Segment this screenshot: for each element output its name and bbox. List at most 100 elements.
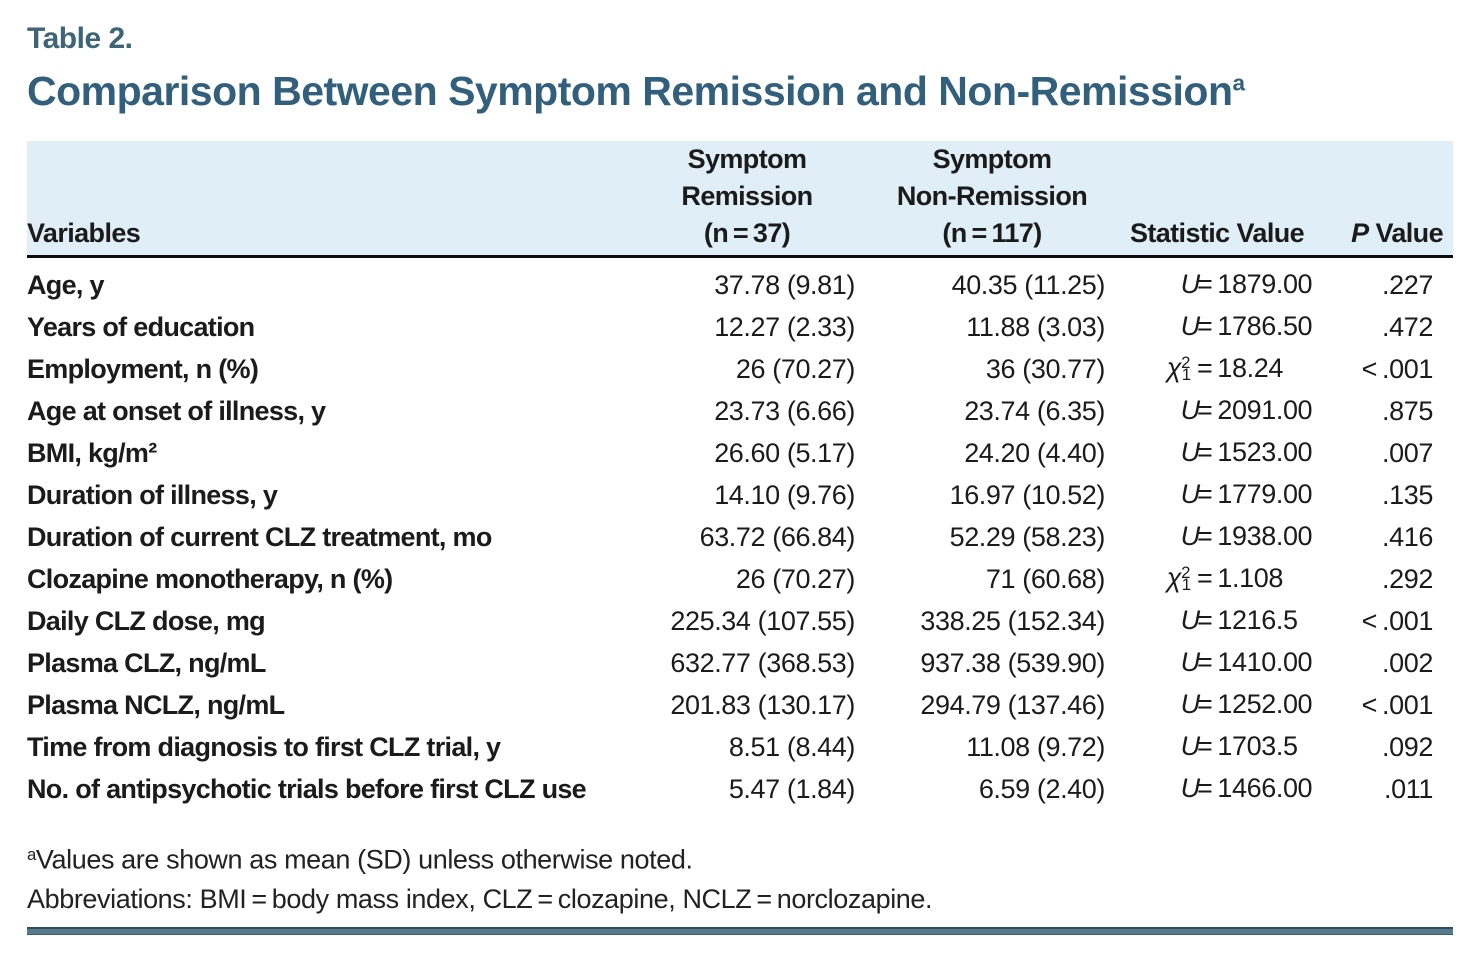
statistic-symbol: U (1180, 479, 1201, 510)
statistic-symbol: U (1180, 395, 1201, 426)
remission-value-cell: 26.60 (5.17) (714, 438, 855, 469)
row-variable-label: No. of antipsychotic trials before first… (27, 774, 587, 805)
non-remission-value-cell: 52.29 (58.23) (949, 522, 1106, 553)
row-variable-label: Clozapine monotherapy, n (%) (27, 564, 393, 595)
statistic-symbol: U (1180, 311, 1201, 342)
statistic-number: = 2091.00 (1197, 395, 1313, 426)
remission-value-cell: 5.47 (1.84) (728, 774, 856, 805)
row-variable-label: Age at onset of illness, y (27, 396, 326, 427)
footnote-values-note: aValues are shown as mean (SD) unless ot… (27, 835, 1453, 879)
table-header-row: Variables Symptom Remission (n = 37) Sym… (27, 141, 1453, 258)
statistic-symbol: U (1180, 731, 1201, 762)
column-header-variables: Variables (27, 218, 141, 248)
statistic-number: = 1938.00 (1197, 521, 1313, 552)
p-value-header-italic-p: P (1351, 218, 1369, 248)
statistic-symbol: U (1180, 689, 1201, 720)
non-remission-value-cell: 36 (30.77) (985, 354, 1105, 385)
row-variable-label: Age, y (27, 270, 105, 301)
table-row: Clozapine monotherapy, n (%) 26 (70.27) … (27, 552, 1453, 594)
p-value-cell: < .001 (1361, 354, 1434, 385)
non-remission-value-cell: 937.38 (539.90) (920, 648, 1105, 679)
statistic-value-cell: U = 1786.50 (1117, 300, 1317, 354)
statistic-number: = 1879.00 (1197, 269, 1313, 300)
p-value-cell: .292 (1382, 564, 1433, 595)
non-remission-value-cell: 24.20 (4.40) (964, 438, 1105, 469)
statistic-value-cell: U = 1703.5 (1117, 720, 1317, 774)
table-title-footnote-marker: a (1232, 70, 1245, 96)
footnote-abbreviations: Abbreviations: BMI = body mass index, CL… (27, 884, 933, 915)
statistic-value-cell: χ21 = 1.108 (1117, 552, 1317, 606)
statistic-value-cell: U = 1879.00 (1117, 258, 1317, 312)
non-remission-value-cell: 338.25 (152.34) (920, 606, 1105, 637)
statistic-value-cell: U = 1216.5 (1117, 594, 1317, 648)
column-header-p-value: P Value (1317, 215, 1453, 259)
remission-value-cell: 63.72 (66.84) (699, 522, 856, 553)
statistic-number: = 1216.5 (1197, 605, 1298, 636)
statistic-symbol: U (1180, 521, 1201, 552)
column-header-statistic-value: Statistic Value (1129, 218, 1305, 248)
statistic-number: = 1703.5 (1197, 731, 1298, 762)
row-variable-label: Time from diagnosis to first CLZ trial, … (27, 732, 501, 763)
statistic-number: = 1786.50 (1197, 311, 1313, 342)
table-row: Employment, n (%) 26 (70.27) 36 (30.77) … (27, 342, 1453, 384)
remission-value-cell: 26 (70.27) (735, 354, 855, 385)
remission-value-cell: 201.83 (130.17) (670, 690, 855, 721)
p-value-cell: .875 (1382, 396, 1433, 427)
non-remission-value-cell: 6.59 (2.40) (978, 774, 1106, 805)
non-remission-value-cell: 11.08 (9.72) (966, 732, 1105, 763)
table-row: Duration of illness, y 14.10 (9.76) 16.9… (27, 468, 1453, 510)
non-remission-value-cell: 16.97 (10.52) (949, 480, 1106, 511)
table-row: Age at onset of illness, y 23.73 (6.66) … (27, 384, 1453, 426)
remission-value-cell: 632.77 (368.53) (670, 648, 855, 679)
statistic-symbol: U (1180, 437, 1201, 468)
column-header-symptom-non-remission: Symptom Non-Remission (n = 117) (896, 144, 1088, 248)
comparison-table: Variables Symptom Remission (n = 37) Sym… (27, 141, 1453, 804)
p-value-cell: < .001 (1361, 606, 1434, 637)
statistic-number: = 1.108 (1197, 563, 1283, 594)
row-variable-label: Plasma CLZ, ng/mL (27, 648, 266, 679)
table-body: Age, y 37.78 (9.81) 40.35 (11.25) U = 18… (27, 258, 1453, 804)
footnote-marker-a: a (27, 845, 36, 864)
p-value-cell: .092 (1382, 732, 1433, 763)
statistic-symbol: U (1180, 269, 1201, 300)
remission-value-cell: 14.10 (9.76) (714, 480, 855, 511)
table-row: Plasma CLZ, ng/mL 632.77 (368.53) 937.38… (27, 636, 1453, 678)
footnote-values-text: Values are shown as mean (SD) unless oth… (35, 844, 693, 875)
statistic-value-cell: U = 1466.00 (1117, 762, 1317, 816)
table-row: Time from diagnosis to first CLZ trial, … (27, 720, 1453, 762)
statistic-value-cell: U = 1523.00 (1117, 426, 1317, 480)
table-title: Comparison Between Symptom Remission and… (27, 68, 1453, 115)
statistic-value-cell: χ21 = 18.24 (1117, 342, 1317, 396)
table-title-text: Comparison Between Symptom Remission and… (27, 68, 1233, 114)
remission-value-cell: 12.27 (2.33) (714, 312, 855, 343)
statistic-symbol: χ21 (1166, 353, 1191, 385)
p-value-cell: .011 (1384, 774, 1433, 805)
non-remission-value-cell: 40.35 (11.25) (951, 270, 1106, 301)
statistic-number: = 1410.00 (1197, 647, 1313, 678)
row-variable-label: Plasma NCLZ, ng/mL (27, 690, 285, 721)
remission-value-cell: 225.34 (107.55) (670, 606, 855, 637)
row-variable-label: Employment, n (%) (27, 354, 259, 385)
table-row: Age, y 37.78 (9.81) 40.35 (11.25) U = 18… (27, 258, 1453, 300)
statistic-number: = 1252.00 (1197, 689, 1313, 720)
statistic-number: = 1523.00 (1197, 437, 1313, 468)
bottom-divider-rule (27, 927, 1453, 936)
p-value-cell: .416 (1382, 522, 1433, 553)
non-remission-value-cell: 294.79 (137.46) (920, 690, 1105, 721)
statistic-value-cell: U = 2091.00 (1117, 384, 1317, 438)
p-value-cell: .227 (1382, 270, 1433, 301)
p-value-cell: < .001 (1361, 690, 1434, 721)
row-variable-label: Duration of illness, y (27, 480, 278, 511)
p-value-header-rest: Value (1368, 218, 1443, 248)
statistic-number: = 1779.00 (1197, 479, 1313, 510)
statistic-symbol: U (1180, 647, 1201, 678)
table-row: Years of education 12.27 (2.33) 11.88 (3… (27, 300, 1453, 342)
row-variable-label: Daily CLZ dose, mg (27, 606, 266, 637)
table-footnotes: aValues are shown as mean (SD) unless ot… (27, 835, 1453, 919)
p-value-cell: .472 (1382, 312, 1433, 343)
statistic-number: = 18.24 (1197, 353, 1283, 384)
non-remission-value-cell: 11.88 (3.03) (966, 312, 1105, 343)
remission-value-cell: 26 (70.27) (735, 564, 855, 595)
table-row: No. of antipsychotic trials before first… (27, 762, 1453, 804)
table-row: Daily CLZ dose, mg 225.34 (107.55) 338.2… (27, 594, 1453, 636)
